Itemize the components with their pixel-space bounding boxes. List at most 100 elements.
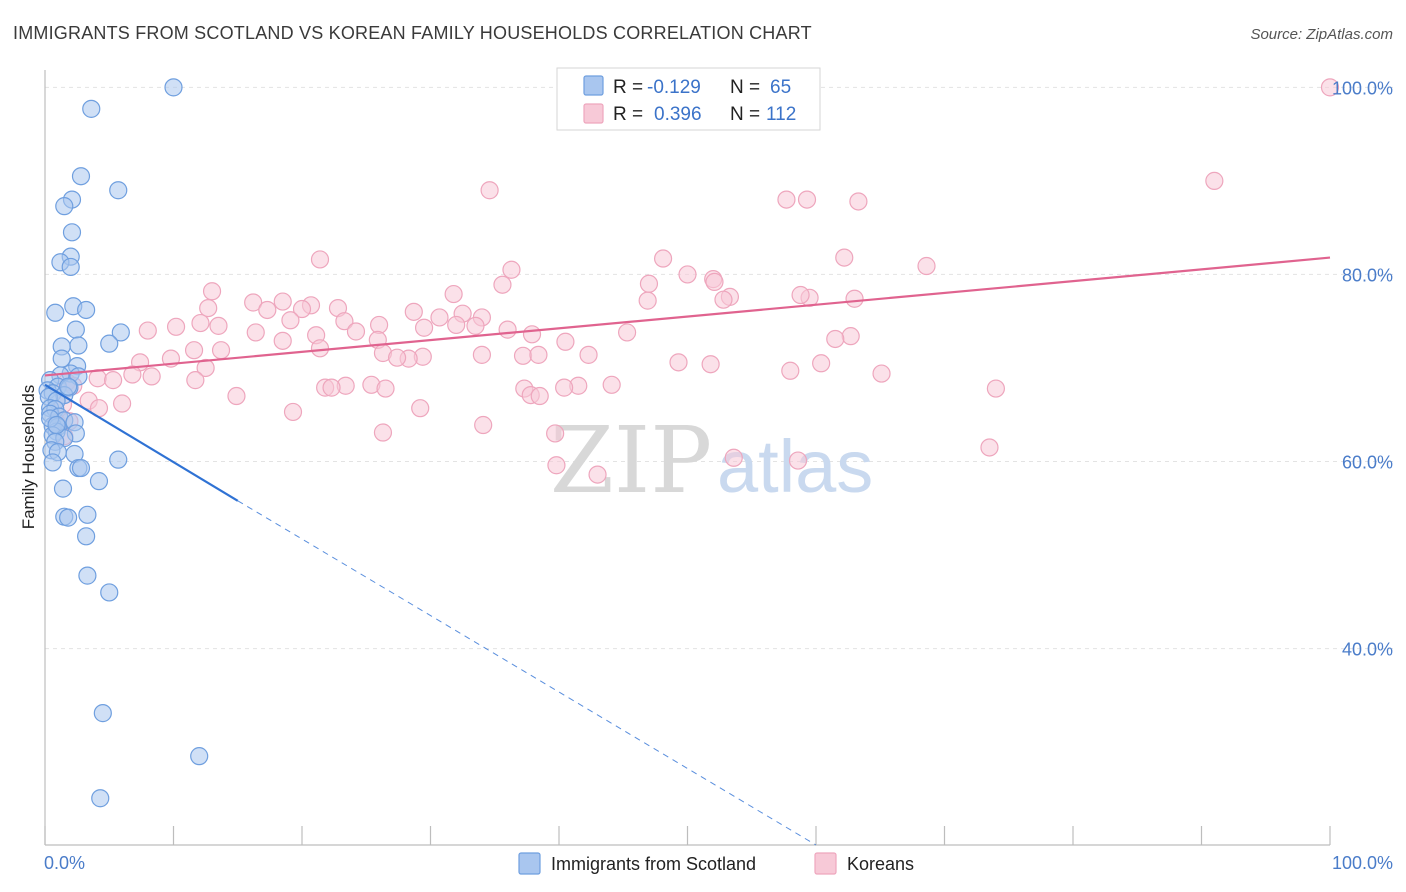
point-koreans-2	[480, 181, 499, 200]
point-koreans-72	[812, 354, 831, 373]
point-scotland-56	[77, 527, 96, 546]
point-scotland-63	[47, 415, 66, 435]
point-koreans-24	[244, 293, 263, 312]
point-koreans-41	[414, 318, 434, 337]
legend-n-value-scotland: 65	[770, 77, 791, 98]
point-koreans-99	[411, 399, 430, 418]
point-koreans-31	[404, 302, 423, 321]
point-koreans-15	[493, 275, 512, 294]
chart-title: IMMIGRANTS FROM SCOTLAND VS KOREAN FAMIL…	[13, 23, 812, 43]
point-scotland-6	[62, 223, 82, 242]
stats-legend: R = -0.129 N = 65 R = 0.396 N = 112	[556, 67, 821, 131]
legend-r-value-koreans: 0.396	[654, 104, 702, 125]
series-scotland-points	[38, 78, 209, 808]
point-koreans-44	[498, 320, 517, 339]
point-koreans-45	[522, 325, 542, 344]
point-koreans-107	[980, 438, 999, 457]
point-scotland-60	[190, 747, 209, 766]
point-koreans-1	[1205, 171, 1224, 190]
point-koreans-39	[209, 316, 228, 335]
point-koreans-108	[724, 448, 743, 467]
point-koreans-49	[138, 321, 157, 340]
point-koreans-35	[281, 311, 300, 330]
point-koreans-109	[788, 451, 808, 470]
y-tick-label-40: 40.0%	[1342, 640, 1393, 660]
point-koreans-92	[530, 386, 549, 406]
legend-r-value-scotland: -0.129	[647, 77, 701, 98]
legend-n-label-scotland: N =	[730, 77, 760, 98]
point-koreans-100	[283, 402, 303, 422]
point-scotland-48	[43, 453, 62, 472]
point-koreans-42	[447, 315, 466, 335]
bottom-legend-swatch-koreans	[814, 852, 837, 875]
y-tick-label-80: 80.0%	[1342, 265, 1393, 285]
point-koreans-3	[797, 190, 817, 209]
point-koreans-62	[513, 346, 533, 365]
point-koreans-25	[273, 292, 292, 311]
point-koreans-51	[618, 323, 637, 342]
point-koreans-16	[202, 282, 222, 301]
point-scotland-57	[78, 566, 97, 585]
point-koreans-69	[196, 358, 215, 378]
point-koreans-89	[555, 378, 574, 397]
point-scotland-18	[52, 349, 71, 368]
trend-line-scotland	[44, 383, 239, 502]
point-koreans-84	[322, 378, 341, 397]
point-koreans-36	[191, 313, 210, 333]
point-koreans-110	[547, 456, 566, 475]
point-koreans-74	[872, 364, 891, 383]
point-koreans-56	[310, 339, 330, 358]
point-koreans-52	[841, 327, 860, 346]
point-koreans-14	[639, 274, 659, 293]
point-scotland-9	[61, 257, 80, 277]
point-koreans-71	[701, 355, 720, 374]
point-koreans-58	[472, 345, 491, 364]
point-koreans-48	[273, 331, 292, 350]
point-koreans-21	[638, 291, 657, 310]
legend-n-label-koreans: N =	[730, 104, 760, 125]
series-koreans-points	[47, 78, 1340, 484]
point-scotland-2	[71, 167, 91, 186]
point-koreans-40	[370, 315, 389, 335]
point-koreans-50	[346, 322, 366, 341]
point-koreans-7	[653, 249, 673, 268]
point-koreans-105	[546, 424, 565, 443]
point-koreans-77	[88, 369, 107, 388]
point-koreans-38	[166, 317, 186, 336]
y-tick-labels: 100.0% 80.0% 60.0% 40.0%	[1332, 78, 1393, 659]
point-koreans-61	[387, 348, 407, 367]
point-koreans-4	[777, 190, 796, 209]
point-koreans-55	[556, 332, 575, 351]
point-koreans-10	[502, 260, 521, 279]
point-scotland-14	[111, 323, 130, 342]
point-koreans-29	[258, 300, 277, 320]
watermark-zip: ZIP	[550, 407, 712, 514]
bottom-legend-label-scotland: Immigrants from Scotland	[551, 854, 756, 874]
trend-line-scotland-extrapolated	[237, 500, 817, 846]
y-tick-label-60: 60.0%	[1342, 453, 1393, 473]
point-scotland-12	[46, 303, 65, 322]
legend-n-value-koreans: 112	[766, 104, 796, 125]
point-koreans-86	[376, 379, 395, 398]
point-koreans-78	[104, 371, 123, 390]
point-koreans-65	[211, 341, 231, 360]
point-koreans-33	[430, 308, 449, 327]
point-koreans-28	[292, 299, 312, 319]
point-koreans-93	[986, 379, 1006, 398]
point-koreans-67	[579, 345, 598, 364]
point-koreans-17	[444, 284, 463, 304]
point-koreans-9	[917, 256, 936, 276]
point-scotland-59	[93, 704, 112, 723]
point-koreans-5	[849, 192, 868, 211]
point-scotland-54	[59, 508, 78, 527]
point-koreans-104	[373, 423, 393, 442]
gridlines	[45, 86, 1393, 650]
point-scotland-58	[100, 583, 119, 602]
y-tick-label-100: 100.0%	[1332, 78, 1393, 98]
point-koreans-22	[845, 289, 864, 308]
point-scotland-3	[109, 181, 128, 200]
point-scotland-11	[77, 300, 96, 320]
point-koreans-63	[529, 345, 548, 364]
point-scotland-52	[53, 479, 73, 498]
